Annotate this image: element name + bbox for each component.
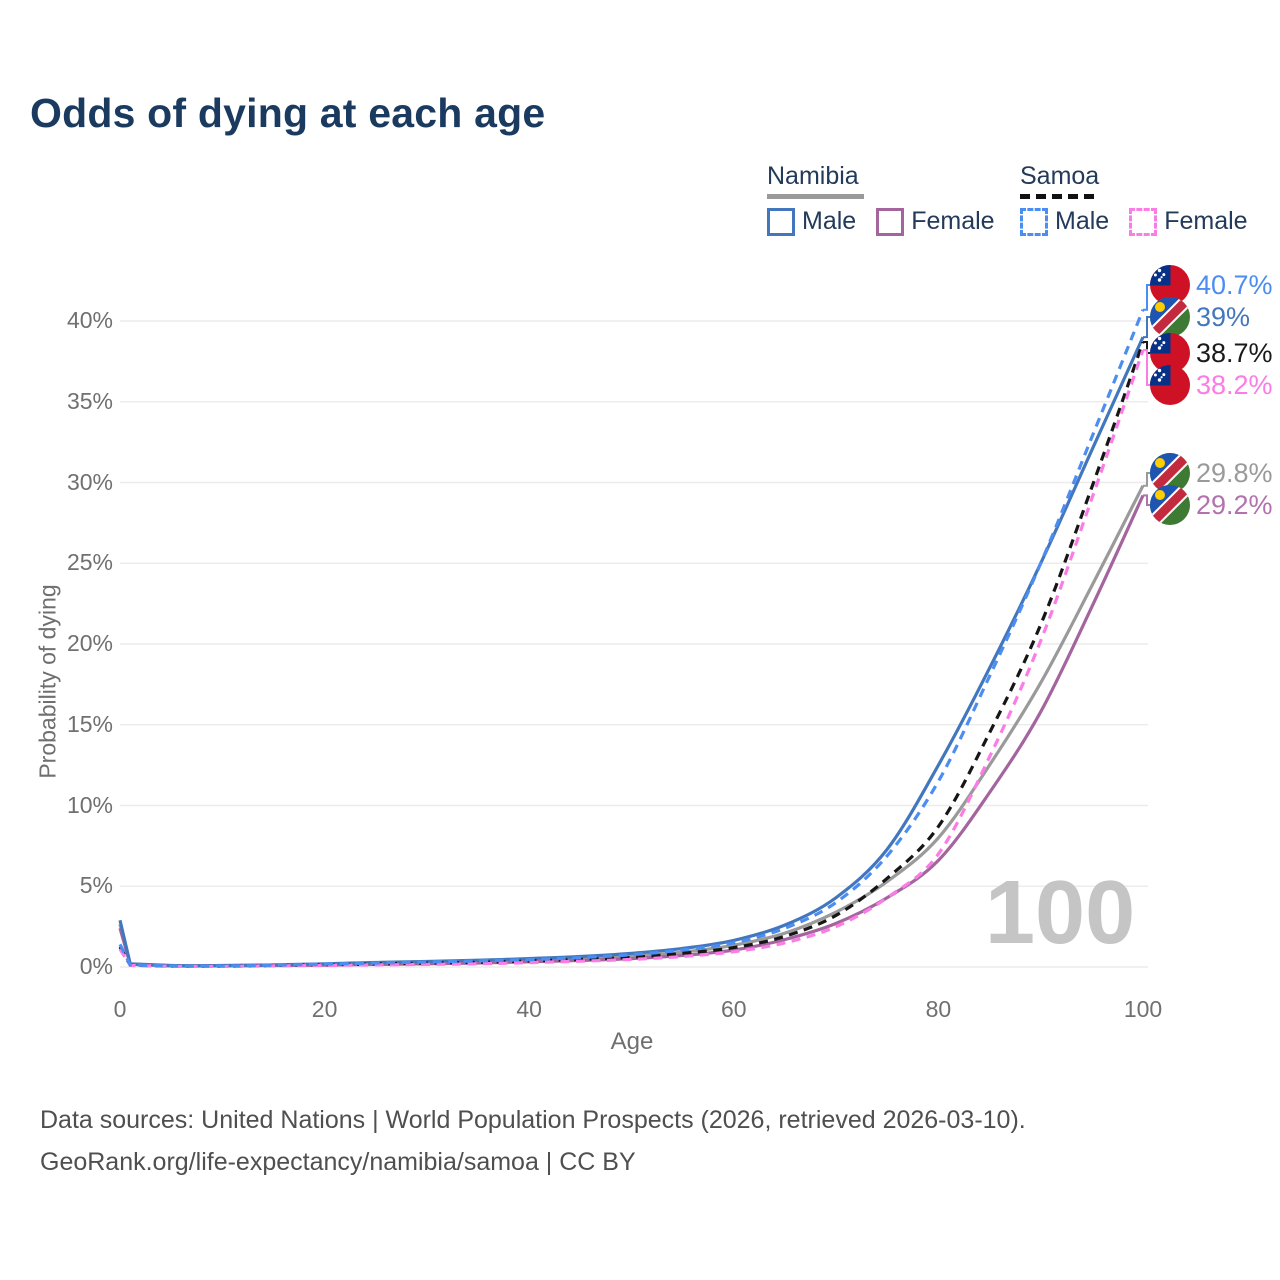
legend-label-namibia-male: Male — [802, 207, 857, 235]
age-watermark: 100 — [985, 863, 1136, 963]
end-label-value-samoa_female: 38.2% — [1196, 369, 1273, 400]
y-tick-label: 25% — [66, 549, 113, 576]
series-line-namibia_male — [118, 336, 1145, 968]
end-label-connector-namibia_male — [1143, 316, 1150, 339]
namibia-flag-icon — [1150, 297, 1190, 337]
end-label-row-namibia_female: 29.2% — [1150, 485, 1273, 525]
legend-item-namibia-female[interactable]: Female — [876, 207, 995, 236]
legend-label-namibia-female: Female — [911, 207, 995, 235]
x-tick-label: 100 — [1123, 996, 1163, 1022]
x-tick-label: 20 — [311, 996, 338, 1022]
legend-item-samoa-male[interactable]: Male — [1020, 207, 1109, 236]
x-axis-title: Age — [610, 1028, 654, 1055]
series-line-samoa_male — [118, 309, 1145, 968]
legend-country-namibia: Namibia — [767, 162, 859, 190]
legend-group-samoa: Samoa Male Female — [1020, 162, 1248, 236]
y-tick-label: 30% — [66, 468, 113, 495]
legend-underline-samoa-dashed — [1020, 194, 1098, 199]
y-tick-label: 5% — [79, 872, 113, 899]
namibia-flag-icon — [1150, 485, 1190, 525]
end-label-row-samoa_both: 38.7% — [1150, 333, 1273, 373]
x-tick-label: 60 — [721, 996, 747, 1022]
y-tick-label: 10% — [66, 791, 113, 818]
x-tick-label: 40 — [516, 996, 542, 1022]
end-label-connector-namibia_female — [1143, 494, 1150, 506]
end-label-connector-namibia_both — [1143, 472, 1150, 487]
end-label-connector-samoa_male — [1143, 284, 1150, 311]
legend-group-namibia: Namibia Male Female — [767, 162, 995, 236]
y-axis-title: Probability of dying — [34, 584, 61, 779]
end-label-row-samoa_female: 38.2% — [1150, 365, 1273, 405]
namibia-male-swatch-icon — [767, 207, 795, 236]
y-tick-label: 20% — [66, 630, 113, 656]
legend-item-namibia-male[interactable]: Male — [767, 207, 856, 236]
namibia-female-swatch-icon — [876, 207, 905, 236]
end-label-value-namibia_both: 29.8% — [1196, 457, 1273, 488]
end-label-value-namibia_male: 39% — [1196, 301, 1251, 332]
samoa-flag-icon — [1150, 365, 1190, 405]
legend-country-samoa: Samoa — [1020, 162, 1100, 190]
y-tick-label: 40% — [66, 307, 113, 333]
y-tick-label: 15% — [66, 710, 113, 737]
legend-label-samoa-male: Male — [1055, 207, 1110, 235]
x-tick-label: 80 — [925, 996, 952, 1022]
chart-title: Odds of dying at each age — [30, 90, 546, 136]
end-label-connector-samoa_both — [1143, 341, 1150, 354]
end-label-value-samoa_both: 38.7% — [1196, 337, 1273, 368]
namibia-flag-icon — [1150, 453, 1190, 493]
end-label-connector-samoa_female — [1143, 349, 1150, 386]
x-tick-label: 0 — [113, 996, 127, 1022]
y-tick-label: 35% — [66, 387, 113, 414]
end-label-value-samoa_male: 40.7% — [1196, 269, 1273, 300]
samoa-female-swatch-icon — [1129, 207, 1158, 236]
end-label-row-namibia_male: 39% — [1150, 297, 1250, 337]
attribution-url-text: GeoRank.org/life-expectancy/namibia/samo… — [40, 1148, 636, 1176]
y-tick-label: 0% — [79, 953, 113, 979]
end-label-row-namibia_both: 29.8% — [1150, 453, 1273, 493]
legend-item-samoa-female[interactable]: Female — [1129, 207, 1248, 236]
end-label-value-namibia_female: 29.2% — [1196, 489, 1273, 520]
legend-label-samoa-female: Female — [1164, 207, 1248, 235]
legend-underline-namibia-solid — [767, 194, 864, 199]
data-sources-text: Data sources: United Nations | World Pop… — [40, 1106, 1026, 1134]
samoa-male-swatch-icon — [1020, 207, 1048, 236]
